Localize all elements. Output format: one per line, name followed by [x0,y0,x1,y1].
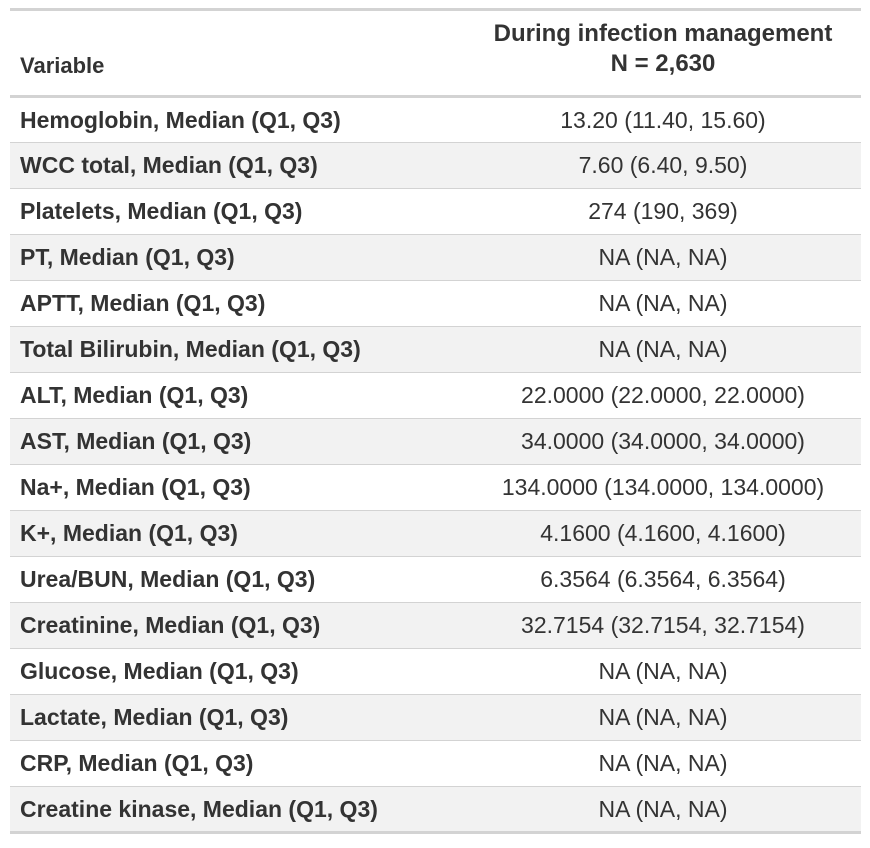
row-value: 7.60 (6.40, 9.50) [578,152,748,178]
row-label: Creatinine, Median (Q1, Q3) [20,612,321,638]
row-label: ALT, Median (Q1, Q3) [20,382,249,408]
row-value: 6.3564 (6.3564, 6.3564) [540,566,786,592]
variable-column-header: Variable [20,53,105,78]
table-row: Na+, Median (Q1, Q3) 134.0000 (134.0000, … [10,465,861,511]
table-row: Glucose, Median (Q1, Q3) NA (NA, NA) [10,649,861,695]
table-row: Lactate, Median (Q1, Q3) NA (NA, NA) [10,694,861,741]
row-value: NA (NA, NA) [598,795,728,822]
table-row: Total Bilirubin, Median (Q1, Q3) NA (NA, … [10,326,861,373]
group-title: During infection management [493,20,833,47]
table-row: Creatine kinase, Median (Q1, Q3) NA (NA, … [10,786,861,833]
table-row: Platelets, Median (Q1, Q3) 274 (190, 369) [10,189,861,235]
header-row: Variable During infection management N =… [10,9,861,97]
row-label: Hemoglobin, Median (Q1, Q3) [20,106,341,133]
row-label: Na+, Median (Q1, Q3) [20,474,251,500]
table-row: Hemoglobin, Median (Q1, Q3) 13.20 (11.40,… [10,97,861,143]
row-label: Platelets, Median (Q1, Q3) [20,198,303,224]
row-value: 4.1600 (4.1600, 4.1600) [540,520,786,546]
row-label: Glucose, Median (Q1, Q3) [20,658,299,684]
table-row: PT, Median (Q1, Q3) NA (NA, NA) [10,234,861,281]
row-value: 134.0000 (134.0000, 134.0000) [501,474,825,500]
table-row: Urea/BUN, Median (Q1, Q3) 6.3564 (6.3564,… [10,557,861,603]
summary-table: Variable During infection management N =… [10,8,861,834]
row-label: Urea/BUN, Median (Q1, Q3) [20,566,316,592]
row-label: AST, Median (Q1, Q3) [20,428,252,454]
row-label: WCC total, Median (Q1, Q3) [20,152,318,178]
table-row: CRP, Median (Q1, Q3) NA (NA, NA) [10,741,861,787]
row-value: 22.0000 (22.0000, 22.0000) [521,382,805,408]
row-label: Lactate, Median (Q1, Q3) [20,704,289,730]
row-label: CRP, Median (Q1, Q3) [20,750,254,776]
table-row: Creatinine, Median (Q1, Q3) 32.7154 (32.7… [10,602,861,649]
row-label: Total Bilirubin, Median (Q1, Q3) [20,336,361,362]
row-value: 34.0000 (34.0000, 34.0000) [521,428,805,454]
row-value: 13.20 (11.40, 15.60) [560,106,766,133]
row-value: NA (NA, NA) [598,750,728,776]
table-row: ALT, Median (Q1, Q3) 22.0000 (22.0000, 22… [10,373,861,419]
row-value: NA (NA, NA) [598,244,728,270]
row-label: Creatine kinase, Median (Q1, Q3) [20,795,378,822]
table-row: K+, Median (Q1, Q3) 4.1600 (4.1600, 4.160… [10,510,861,557]
row-value: 274 (190, 369) [588,198,738,224]
row-value: NA (NA, NA) [598,290,728,316]
row-label: K+, Median (Q1, Q3) [20,520,238,546]
table-row: WCC total, Median (Q1, Q3) 7.60 (6.40, 9.… [10,142,861,189]
row-value: NA (NA, NA) [598,704,728,730]
group-count: N = 2,630 [610,50,716,77]
table-body: Hemoglobin, Median (Q1, Q3) 13.20 (11.40,… [10,97,861,833]
row-value: 32.7154 (32.7154, 32.7154) [521,612,805,638]
summary-table-container: Variable During infection management N =… [10,8,861,834]
row-label: PT, Median (Q1, Q3) [20,244,235,270]
table-row: AST, Median (Q1, Q3) 34.0000 (34.0000, 34… [10,418,861,465]
row-value: NA (NA, NA) [598,336,728,362]
row-value: NA (NA, NA) [598,658,728,684]
table-header: Variable During infection management N =… [10,9,861,97]
table-row: APTT, Median (Q1, Q3) NA (NA, NA) [10,281,861,327]
group-column-header: During infection management N = 2,630 [465,10,861,97]
row-label: APTT, Median (Q1, Q3) [20,290,266,316]
